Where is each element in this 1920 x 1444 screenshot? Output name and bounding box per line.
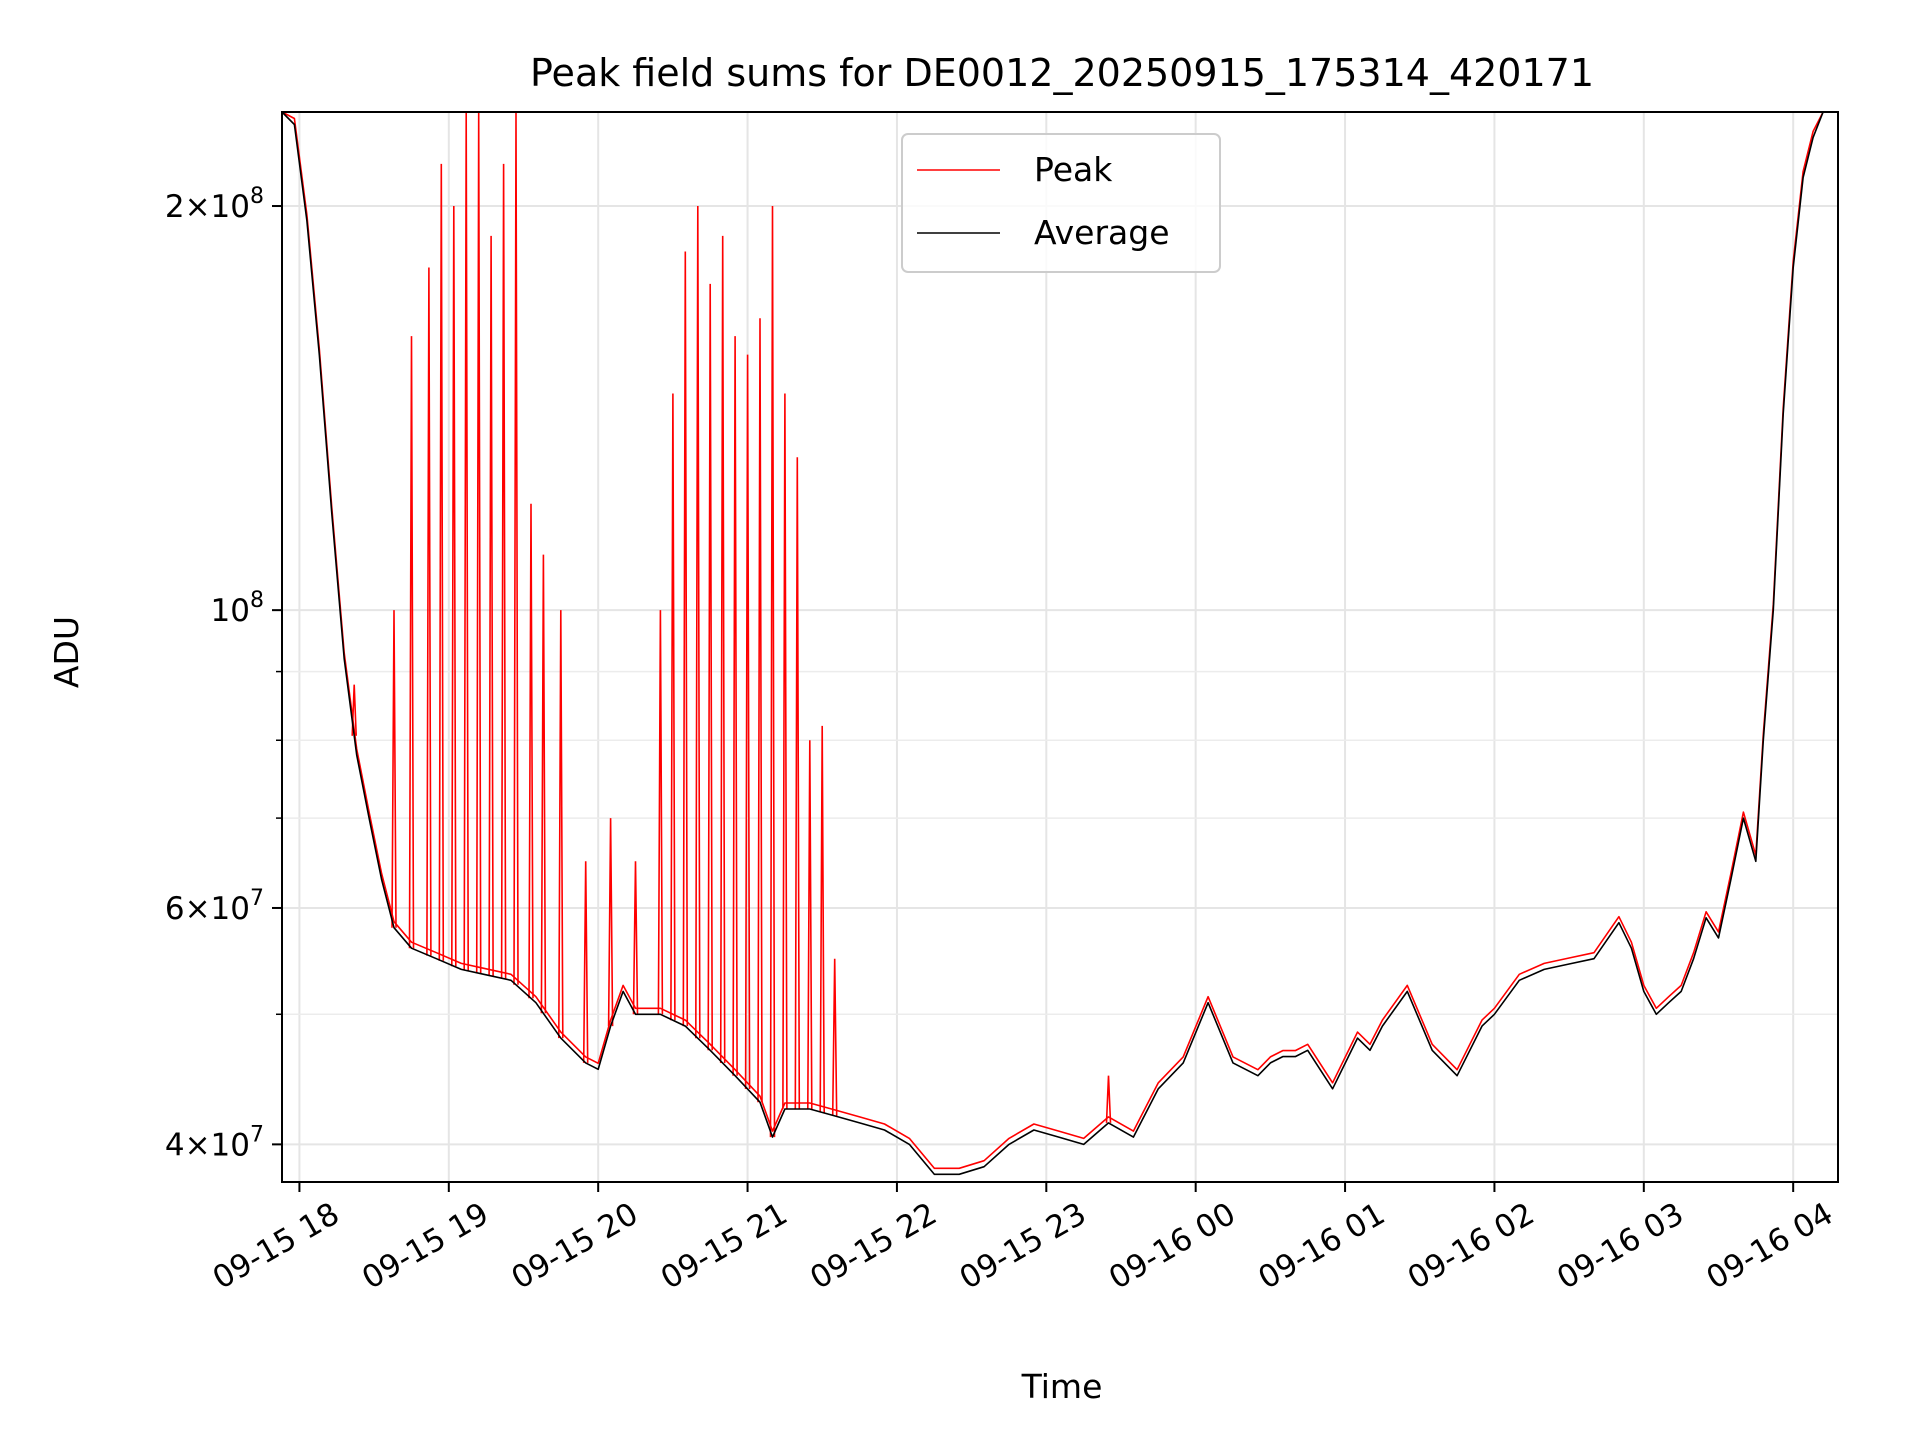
peak-spike	[500, 163, 507, 979]
peak-spike	[582, 861, 589, 1063]
x-axis-label: Time	[1021, 1367, 1103, 1406]
y-tick-label-exponent: 7	[250, 886, 264, 911]
peak-spike	[719, 235, 726, 1064]
peak-spike	[819, 725, 826, 1113]
y-tick-label: 6×107	[165, 886, 264, 927]
legend-label-peak: Peak	[1034, 150, 1113, 189]
y-tick-label-base: 2×	[165, 189, 211, 225]
legend-frame	[901, 133, 1221, 273]
average-series-line	[281, 111, 1838, 1176]
peak-spike	[1105, 1075, 1112, 1123]
plot-frame	[281, 111, 1839, 1183]
peak-spike	[488, 235, 494, 976]
y-tick-label: 2×108	[165, 184, 264, 225]
peak-spike	[831, 958, 838, 1116]
y-tick-label-ten: 10	[211, 189, 250, 225]
y-tick-label-exponent: 8	[250, 184, 264, 209]
peak-spike	[438, 163, 445, 961]
y-tick-label-base: 6×	[165, 891, 211, 927]
peak-spike	[607, 818, 614, 1027]
y-tick-label-ten: 10	[211, 891, 250, 927]
peak-spike	[450, 205, 457, 967]
chart-title: Peak field sums for DE0012_20250915_1753…	[530, 51, 1594, 95]
y-tick-label: 4×107	[165, 1122, 264, 1163]
y-tick-label: 108	[211, 588, 264, 629]
peak-spike	[351, 684, 357, 736]
peak-spike	[769, 205, 776, 1138]
legend-label-average: Average	[1034, 213, 1170, 252]
y-tick-label-ten: 10	[211, 1127, 250, 1163]
peak-spike	[744, 354, 751, 1090]
y-tick-label-exponent: 8	[250, 588, 264, 613]
peak-spike	[408, 336, 415, 949]
y-tick-label-ten: 10	[211, 593, 250, 629]
peak-spike	[557, 610, 564, 1039]
peak-spike	[707, 283, 714, 1051]
peak-spike	[657, 610, 664, 1015]
peak-spike	[694, 205, 701, 1039]
peak-spike	[732, 336, 738, 1076]
y-tick-label-exponent: 7	[250, 1122, 264, 1147]
peak-spike	[782, 393, 788, 1110]
y-axis-label: ADU	[47, 616, 86, 688]
peak-spike	[540, 554, 547, 1014]
y-tick-label-base: 4×	[165, 1127, 211, 1163]
legend: Peak Average	[901, 133, 1221, 273]
peak-series-line	[281, 111, 1838, 1170]
peak-spike	[670, 393, 676, 1021]
peak-spike	[806, 740, 813, 1110]
peak-spike	[757, 318, 763, 1103]
peak-spike	[528, 503, 534, 999]
peak-spike	[391, 610, 397, 928]
peak-spike	[632, 861, 639, 1015]
peak-spike	[794, 457, 801, 1110]
peak-spike	[426, 267, 432, 956]
peak-spike	[682, 251, 689, 1027]
